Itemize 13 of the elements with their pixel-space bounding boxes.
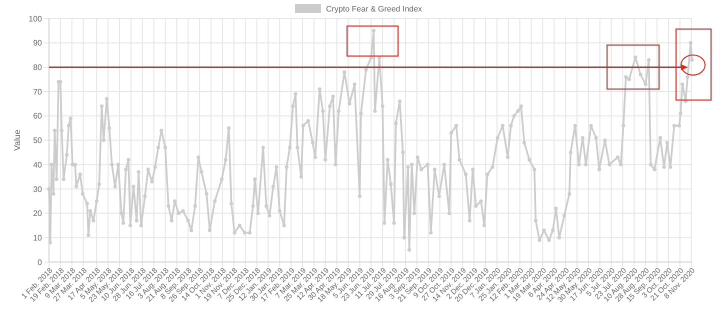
y-tick-label: 20: [33, 209, 43, 218]
y-tick-label: 80: [33, 63, 43, 72]
y-tick-label: 0: [38, 258, 43, 267]
y-tick-label: 100: [28, 14, 43, 24]
legend-label: Crypto Fear & Greed Index: [326, 4, 422, 14]
y-axis-title: Value: [12, 129, 22, 151]
y-tick-label: 90: [33, 38, 43, 48]
y-tick-label: 30: [33, 184, 43, 194]
y-tick-label: 50: [33, 136, 43, 146]
y-tick-label: 40: [33, 160, 43, 170]
y-tick-label: 60: [33, 112, 43, 121]
y-tick-label: 70: [33, 87, 43, 96]
y-tick-label: 10: [33, 233, 43, 242]
